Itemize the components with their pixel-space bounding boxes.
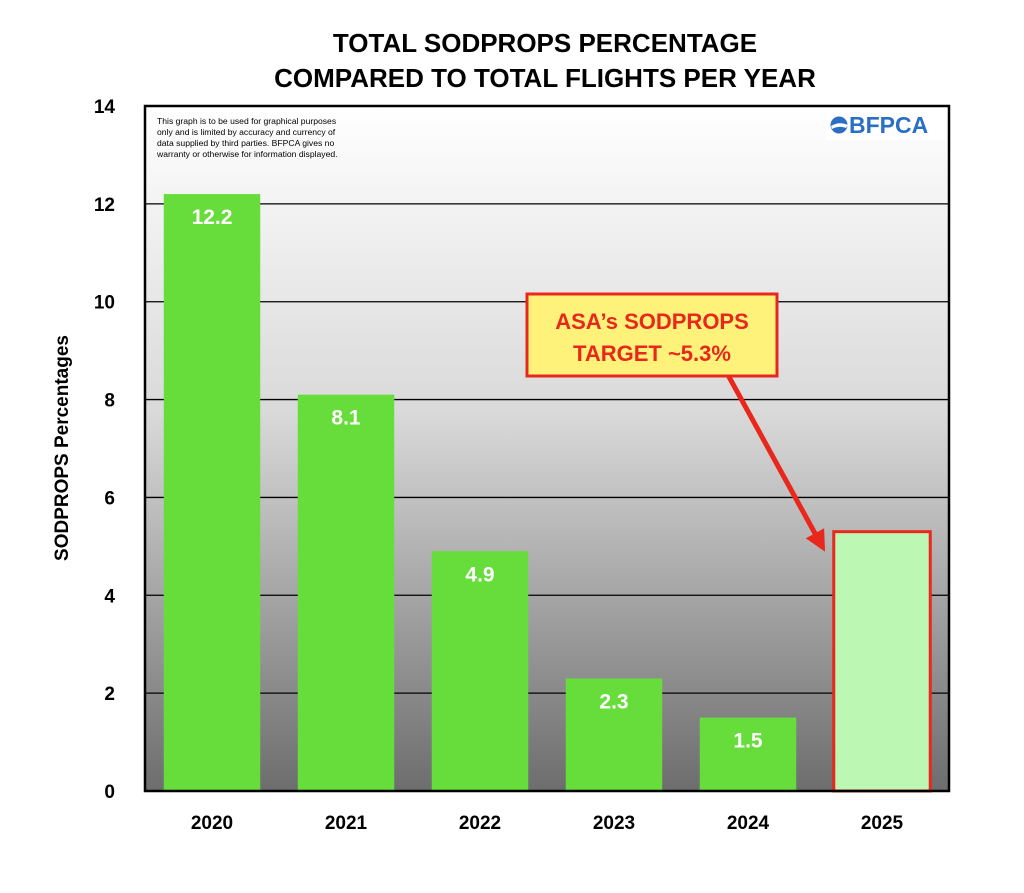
plane-globe-icon [830,116,848,134]
plot-frame [143,104,951,793]
x-tick-label: 2020 [191,813,233,834]
callout-line-1: ASA’s SODPROPS [555,309,749,334]
bar-2024 [699,717,797,791]
x-tick-label: 2021 [325,813,368,834]
disclaimer-line-1: This graph is to be used for graphical p… [157,116,336,126]
target-callout: ASA’s SODPROPS TARGET ~5.3% [525,292,779,378]
bar-value-label: 12.2 [192,206,233,229]
y-tick-label: 0 [104,782,115,803]
bar-target-2025 [832,530,932,793]
y-tick-label: 2 [104,684,115,705]
bar-2021 [297,394,395,791]
y-tick-label: 10 [94,293,115,314]
callout-line-2: TARGET ~5.3% [573,341,731,366]
x-tick-label: 2025 [861,813,904,834]
y-tick-label: 6 [104,488,115,509]
chart-title-line-1: TOTAL SODPROPS PERCENTAGE [333,28,757,58]
y-tick-label: 8 [104,391,115,412]
bar-value-label: 2.3 [599,690,628,713]
disclaimer-line-3: data supplied by third parties. BFPCA gi… [157,138,334,148]
bfpca-logo: BFPCA [826,108,946,140]
disclaimer-line-2: only and is limited by accuracy and curr… [157,127,336,137]
bar-2022 [431,551,529,791]
callout-box [525,292,779,378]
disclaimer-line-4: warranty or otherwise for information di… [156,149,338,159]
logo-text: BFPCA [849,112,928,138]
y-tick-label: 12 [94,195,115,216]
x-axis-ticks: 2020 2021 2022 2023 2024 2025 [191,813,904,834]
y-axis-label: SODPROPS Percentages [52,335,73,561]
bar-value-label: 4.9 [465,563,494,586]
y-axis-ticks: 0 2 4 6 8 10 12 14 [94,97,116,803]
chart-title-line-2: COMPARED TO TOTAL FLIGHTS PER YEAR [274,63,816,93]
bar-2023 [565,678,663,791]
x-tick-label: 2024 [727,813,770,834]
disclaimer: This graph is to be used for graphical p… [156,116,338,159]
y-tick-label: 14 [94,97,116,118]
bar-value-label: 1.5 [733,730,763,753]
x-tick-label: 2022 [459,813,501,834]
callout-arrow [725,373,826,552]
bars: 12.2 8.1 4.9 2.3 1.5 [163,194,932,793]
bar-value-label: 8.1 [331,407,361,430]
x-tick-label: 2023 [593,813,635,834]
plot-area [145,106,949,791]
y-tick-label: 4 [104,586,115,607]
bar-2020 [163,194,261,792]
